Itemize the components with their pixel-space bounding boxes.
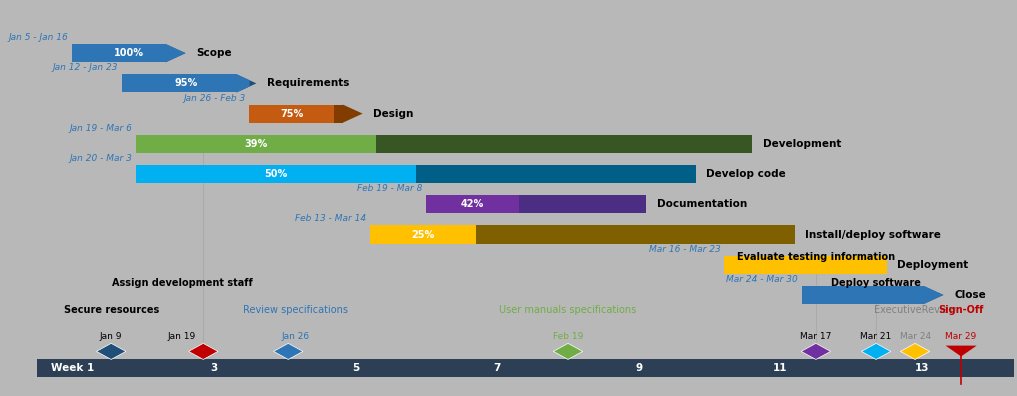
- Text: Close: Close: [954, 290, 985, 300]
- Text: Mar 24 - Mar 30: Mar 24 - Mar 30: [726, 275, 798, 284]
- Text: 9: 9: [636, 363, 643, 373]
- Text: Sign-Off: Sign-Off: [939, 305, 983, 315]
- Bar: [249, 105, 343, 123]
- Text: Mar 24: Mar 24: [899, 332, 931, 341]
- Polygon shape: [97, 343, 126, 360]
- Bar: [136, 135, 376, 153]
- Bar: [370, 225, 476, 244]
- Text: Develop code: Develop code: [706, 169, 786, 179]
- Text: Mar 29: Mar 29: [946, 332, 976, 341]
- Text: Feb 13 - Mar 14: Feb 13 - Mar 14: [295, 215, 366, 223]
- Bar: [724, 256, 887, 274]
- Bar: [426, 195, 519, 213]
- Text: Feb 19: Feb 19: [553, 332, 583, 341]
- Bar: [724, 256, 887, 274]
- Text: Scope: Scope: [196, 48, 232, 58]
- Text: Jan 26 - Feb 3: Jan 26 - Feb 3: [183, 93, 246, 103]
- Polygon shape: [801, 343, 831, 360]
- Text: 13: 13: [915, 363, 930, 373]
- Text: 50%: 50%: [264, 169, 288, 179]
- Text: 7: 7: [493, 363, 501, 373]
- Text: Jan 9: Jan 9: [100, 332, 122, 341]
- Polygon shape: [861, 343, 891, 360]
- Text: 95%: 95%: [174, 78, 197, 88]
- Bar: [37, 360, 1014, 377]
- Bar: [122, 74, 237, 92]
- Polygon shape: [900, 343, 930, 360]
- Text: Mar 16 - Mar 23: Mar 16 - Mar 23: [649, 245, 720, 254]
- Text: Review specifications: Review specifications: [243, 305, 348, 315]
- Text: 3: 3: [211, 363, 218, 373]
- Bar: [249, 105, 335, 123]
- Text: Development: Development: [763, 139, 841, 149]
- Text: Deployment: Deployment: [897, 260, 968, 270]
- Bar: [72, 44, 166, 62]
- Polygon shape: [166, 44, 185, 62]
- Bar: [801, 286, 923, 304]
- Bar: [801, 286, 923, 304]
- Text: Install/deploy software: Install/deploy software: [805, 230, 941, 240]
- Bar: [136, 135, 753, 153]
- Text: Mar 17: Mar 17: [800, 332, 832, 341]
- Polygon shape: [343, 105, 363, 123]
- Text: Jan 26: Jan 26: [282, 332, 309, 341]
- Bar: [370, 225, 794, 244]
- Text: 11: 11: [773, 363, 788, 373]
- Text: 39%: 39%: [244, 139, 267, 149]
- Text: Week 1: Week 1: [51, 363, 94, 373]
- Bar: [426, 195, 646, 213]
- Text: Evaluate testing information: Evaluate testing information: [737, 252, 895, 262]
- Text: 75%: 75%: [280, 109, 303, 119]
- Text: Feb 19 - Mar 8: Feb 19 - Mar 8: [357, 184, 423, 193]
- Text: User manuals specifications: User manuals specifications: [499, 305, 637, 315]
- Text: Requirements: Requirements: [267, 78, 350, 88]
- Text: Jan 20 - Mar 3: Jan 20 - Mar 3: [69, 154, 132, 163]
- Bar: [136, 165, 416, 183]
- Polygon shape: [237, 74, 256, 92]
- Text: 25%: 25%: [411, 230, 434, 240]
- Polygon shape: [166, 44, 185, 62]
- Polygon shape: [946, 346, 976, 356]
- Text: 5: 5: [352, 363, 359, 373]
- Text: Deploy software: Deploy software: [831, 278, 921, 288]
- Bar: [72, 44, 166, 62]
- Polygon shape: [923, 286, 944, 304]
- Text: Jan 12 - Jan 23: Jan 12 - Jan 23: [53, 63, 118, 72]
- Text: Jan 19 - Mar 6: Jan 19 - Mar 6: [69, 124, 132, 133]
- Text: Assign development staff: Assign development staff: [112, 278, 252, 288]
- Text: 100%: 100%: [114, 48, 143, 58]
- Polygon shape: [553, 343, 583, 360]
- Text: Documentation: Documentation: [657, 199, 746, 209]
- Bar: [122, 74, 237, 92]
- Text: Jan 5 - Jan 16: Jan 5 - Jan 16: [9, 33, 69, 42]
- Text: Design: Design: [373, 109, 414, 119]
- Text: Jan 19: Jan 19: [168, 332, 196, 341]
- Polygon shape: [274, 343, 303, 360]
- Polygon shape: [923, 286, 944, 304]
- Polygon shape: [188, 343, 218, 360]
- Bar: [136, 165, 696, 183]
- Polygon shape: [237, 74, 249, 92]
- Text: Secure resources: Secure resources: [64, 305, 159, 315]
- Text: ExecutiveReview: ExecutiveReview: [874, 305, 956, 315]
- Text: 42%: 42%: [461, 199, 484, 209]
- Text: Mar 21: Mar 21: [860, 332, 892, 341]
